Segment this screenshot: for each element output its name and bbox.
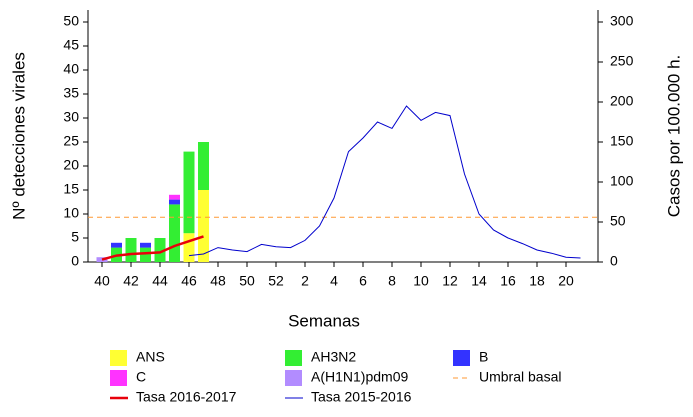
y2-tick-label: 250: [610, 53, 634, 69]
bar: [198, 190, 209, 262]
y2-axis-label: Casos por 100.000 h.: [664, 55, 683, 218]
bar: [183, 233, 195, 262]
x-tick-label: 42: [123, 273, 139, 289]
bar: [183, 151, 195, 234]
y2-tick-label: 100: [610, 173, 634, 189]
x-tick-label: 40: [94, 273, 110, 289]
bar: [140, 247, 151, 262]
x-tick-label: 4: [330, 273, 338, 289]
legend-label: A(H1N1)pdm09: [311, 369, 408, 385]
bar: [169, 199, 180, 205]
y-tick-label: 25: [63, 133, 79, 149]
x-tick-label: 8: [388, 273, 396, 289]
x-tick-label: 44: [152, 273, 168, 289]
y-tick-label: 50: [63, 13, 79, 29]
legend-swatch: [110, 370, 127, 386]
y-tick-label: 45: [63, 37, 79, 53]
bar: [125, 238, 137, 262]
y2-tick-label: 50: [610, 213, 626, 229]
x-tick-label: 50: [239, 273, 255, 289]
legend-label: ANS: [136, 349, 165, 365]
bar: [169, 194, 180, 200]
line: [188, 105, 581, 259]
legend-label: Tasa 2015-2016: [311, 389, 412, 405]
legend-label: Umbral basal: [479, 369, 561, 385]
bar: [169, 204, 180, 262]
legend-swatch: [285, 350, 302, 366]
x-tick-label: 2: [301, 273, 309, 289]
y-tick-label: 35: [63, 85, 79, 101]
x-tick-label: 52: [268, 273, 284, 289]
x-tick-label: 12: [442, 273, 458, 289]
x-tick-label: 16: [500, 273, 516, 289]
y-tick-label: 30: [63, 109, 79, 125]
legend-swatch: [285, 370, 302, 386]
legend-label: B: [479, 349, 488, 365]
legend-label: C: [136, 369, 146, 385]
x-tick-label: 18: [529, 273, 545, 289]
legend-label: Tasa 2016-2017: [136, 389, 237, 405]
y-tick-label: 40: [63, 61, 79, 77]
y-axis-label: Nº detecciones virales: [9, 52, 28, 220]
x-tick-label: 10: [413, 273, 429, 289]
legend-swatch: [110, 350, 127, 366]
y-tick-label: 5: [71, 229, 79, 245]
x-tick-label: 48: [210, 273, 226, 289]
bar: [111, 242, 122, 248]
y-tick-label: 10: [63, 205, 79, 221]
y-tick-label: 20: [63, 157, 79, 173]
bar: [154, 238, 166, 262]
y2-tick-label: 0: [610, 253, 618, 269]
legend-label: AH3N2: [311, 349, 356, 365]
x-axis-label: Semanas: [288, 311, 360, 330]
x-tick-label: 20: [558, 273, 574, 289]
line: [101, 235, 204, 261]
x-tick-label: 46: [181, 273, 197, 289]
legend-swatch: [453, 350, 470, 366]
y-tick-label: 15: [63, 181, 79, 197]
bar: [198, 142, 209, 190]
y2-tick-label: 200: [610, 93, 634, 109]
y2-tick-label: 150: [610, 133, 634, 149]
bar: [140, 242, 151, 248]
y2-tick-label: 300: [610, 13, 634, 29]
y-tick-label: 0: [71, 253, 79, 269]
x-tick-label: 14: [471, 273, 487, 289]
x-tick-label: 6: [359, 273, 367, 289]
